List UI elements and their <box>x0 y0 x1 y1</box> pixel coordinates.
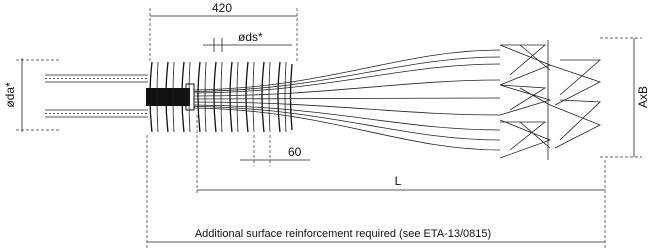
dimension-oda: øda* <box>3 58 60 132</box>
wedge-anchors <box>500 40 600 160</box>
label-l: L <box>395 174 402 188</box>
anchor-body <box>146 88 190 106</box>
anchor-drawing: 420 øds* øda* AxB <box>0 0 653 252</box>
label-axb: AxB <box>636 86 650 108</box>
label-420: 420 <box>212 1 232 15</box>
strands <box>194 50 500 150</box>
label-oda: øda* <box>3 82 17 108</box>
dimension-420: 420 <box>150 1 297 62</box>
label-60: 60 <box>288 145 302 159</box>
duct <box>45 75 148 117</box>
dimension-ods: øds* <box>203 30 292 52</box>
note-dimension: Additional surface reinforcement require… <box>147 135 605 248</box>
note: Additional surface reinforcement require… <box>195 228 491 240</box>
dimension-axb: AxB <box>600 38 650 157</box>
dimension-60: 60 <box>240 135 310 166</box>
label-ods: øds* <box>238 30 263 44</box>
